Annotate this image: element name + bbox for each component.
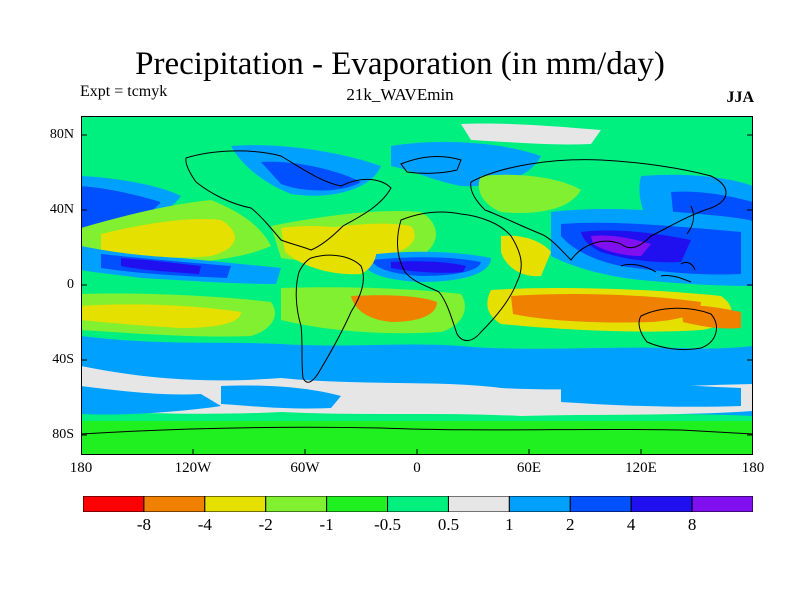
storm-patch: [561, 382, 741, 407]
colorbar-label: 2: [566, 515, 575, 534]
lon-label-180e: 180: [741, 460, 765, 476]
arabian-dry: [501, 235, 551, 277]
greenland: [400, 156, 462, 174]
africa: [397, 211, 522, 341]
pe-map: [81, 116, 753, 455]
plot-title: Precipitation - Evaporation (in mm/day): [135, 46, 665, 82]
axis-ticks: [81, 134, 753, 455]
lat-label-40n: 40N: [49, 202, 74, 217]
maritime-continent: [620, 261, 696, 283]
pacific-itcz-core: [121, 258, 201, 274]
colorbar: [83, 496, 753, 512]
lon-label-60w: 60W: [290, 460, 320, 476]
colorbar-swatch: [204, 496, 267, 512]
colorbar-label: -4: [197, 515, 212, 534]
storm-patch: [81, 386, 221, 415]
colorbar-label: 8: [687, 515, 697, 534]
japan: [686, 205, 695, 235]
colorbar-swatch: [326, 496, 389, 512]
colorbar-label: -8: [136, 515, 151, 534]
lon-label-120e: 120E: [625, 460, 657, 476]
colorbar-swatch: [508, 496, 571, 512]
ne-pacific-dry-core: [101, 218, 235, 258]
coastlines: [81, 150, 753, 435]
arctic-gray-patch: [461, 123, 601, 145]
storm-patch: [221, 385, 341, 409]
case-label: 21k_WAVEmin: [346, 85, 454, 104]
colorbar-swatch: [447, 496, 510, 512]
colorbar-label: -0.5: [374, 515, 401, 534]
colorbar-label: -2: [258, 515, 273, 534]
colorbar-swatch: [387, 496, 449, 512]
se-pacific-dry-core: [81, 304, 241, 328]
lon-label-60e: 60E: [516, 460, 542, 476]
colorbar-swatch: [83, 496, 145, 512]
lat-label-80n: 80N: [49, 127, 74, 142]
experiment-label: Expt = tcmyk: [80, 83, 168, 100]
sth-atlantic-dry-core: [351, 295, 437, 322]
atlantic-itcz-core: [391, 261, 466, 273]
antarctica: [81, 426, 753, 435]
north-america-core: [261, 161, 361, 191]
colorbar-swatch: [569, 496, 632, 512]
north-pacific-east-edge: [81, 176, 181, 240]
north-america: [185, 150, 392, 251]
lon-label-0: 0: [413, 460, 421, 476]
eurasia: [470, 159, 727, 261]
south-america: [295, 254, 364, 383]
colorbar-label: 1: [505, 515, 514, 534]
colorbar-label: 4: [626, 515, 636, 534]
colorbar-swatch: [265, 496, 328, 512]
colorbar-label: 0.5: [437, 515, 460, 534]
lat-label-80s: 80S: [52, 427, 74, 442]
lat-label-0: 0: [67, 277, 74, 292]
colorbar-swatch: [691, 496, 753, 512]
lat-label-40s: 40S: [52, 352, 74, 367]
australia: [638, 307, 717, 351]
mideast-dry: [478, 174, 581, 214]
colorbar-swatch: [143, 496, 206, 512]
colorbar-swatch: [630, 496, 693, 512]
north-pacific-east: [81, 186, 161, 232]
lon-label-180w: 180: [69, 460, 93, 476]
season-label: JJA: [726, 89, 754, 106]
lon-label-120w: 120W: [174, 460, 212, 476]
colorbar-label: -1: [319, 515, 334, 534]
indian-ocean-dry-core: [511, 294, 701, 323]
sw-pacific-dry: [681, 305, 741, 329]
